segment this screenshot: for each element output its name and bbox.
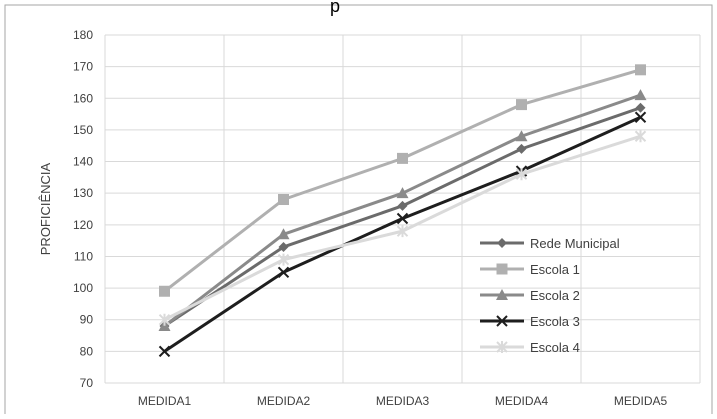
data-point (158, 313, 171, 326)
legend-marker (496, 263, 508, 275)
series-group (158, 64, 647, 358)
data-point (396, 187, 409, 199)
x-tick-label: MEDIDA5 (614, 394, 668, 408)
y-tick-label: 100 (73, 281, 93, 295)
data-point (634, 130, 647, 143)
x-tick-label: MEDIDA2 (257, 394, 311, 408)
data-point (278, 194, 289, 206)
data-point (397, 152, 408, 164)
chart-border (4, 4, 713, 419)
data-point (516, 143, 527, 154)
data-point (634, 111, 647, 123)
x-axis-ticks: MEDIDA1 MEDIDA2 MEDIDA3 MEDIDA4 MEDIDA5 (138, 394, 668, 408)
y-tick-label: 90 (80, 313, 94, 327)
grid-lines (104, 34, 701, 384)
legend-marker (497, 238, 507, 248)
x-tick-label: MEDIDA3 (376, 394, 430, 408)
y-tick-label: 110 (74, 249, 93, 263)
data-point (396, 212, 409, 225)
top-text-fragment: p (330, 0, 340, 16)
data-point (277, 228, 290, 240)
data-point (635, 102, 646, 113)
legend-label: Escola 3 (530, 314, 580, 329)
legend-label: Escola 1 (530, 262, 580, 277)
data-point (515, 168, 528, 181)
y-tick-label: 140 (73, 155, 93, 169)
data-point (515, 130, 528, 142)
data-point (158, 345, 171, 358)
legend-item: Escola 1 (480, 262, 580, 277)
legend-label: Escola 2 (530, 288, 580, 303)
legend-item: Escola 3 (480, 314, 580, 329)
data-point (277, 253, 290, 266)
y-tick-label: 150 (73, 123, 93, 137)
data-point (159, 285, 170, 297)
data-point (396, 225, 409, 238)
y-tick-label: 160 (73, 91, 93, 105)
data-point (634, 89, 647, 101)
x-tick-label: MEDIDA1 (138, 394, 192, 408)
data-point (277, 266, 290, 278)
y-tick-label: 70 (80, 376, 94, 390)
y-tick-label: 120 (73, 218, 93, 232)
series-2 (159, 64, 646, 297)
legend-item: Escola 4 (480, 340, 580, 355)
data-point (516, 99, 527, 111)
data-point (278, 241, 289, 252)
x-tick-label: MEDIDA4 (495, 394, 549, 408)
legend-label: Rede Municipal (530, 236, 620, 251)
y-axis-label: PROFICIÊNCIA (38, 162, 53, 255)
y-tick-label: 180 (73, 28, 93, 42)
legend-item: Rede Municipal (480, 236, 620, 251)
legend-label: Escola 4 (530, 340, 580, 355)
legend-marker (496, 289, 508, 300)
data-point (397, 200, 408, 211)
legend-item: Escola 2 (480, 288, 580, 303)
y-tick-label: 80 (80, 344, 94, 358)
data-point (635, 64, 646, 76)
y-axis-ticks: 70 80 90 100 110 120 130 140 150 160 170 180 (73, 28, 93, 390)
legend-marker (496, 315, 508, 327)
legend: Rede Municipal Escola 1 Escola 2 Escola 3 Es… (480, 236, 620, 355)
y-tick-label: 130 (73, 186, 93, 200)
series-3 (158, 89, 647, 332)
y-tick-label: 170 (73, 60, 93, 74)
legend-marker (496, 341, 508, 353)
series-5 (158, 130, 647, 326)
